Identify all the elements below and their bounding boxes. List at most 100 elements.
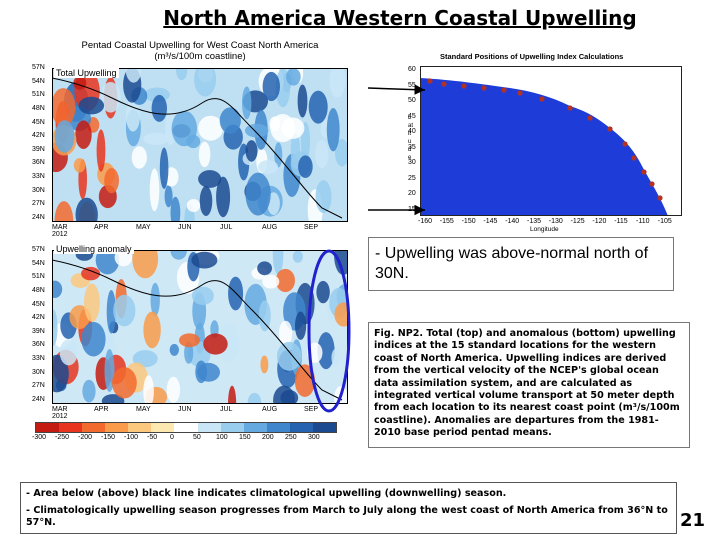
field-cell <box>96 129 106 172</box>
field-cell <box>298 155 313 178</box>
field-cell <box>143 132 169 145</box>
y-tick-label: 24N <box>32 396 45 403</box>
field-cell <box>132 250 159 279</box>
total-upwelling-panel <box>52 68 348 222</box>
station-marker <box>607 126 613 132</box>
y-tick-label: 39N <box>32 327 45 335</box>
field-cell <box>75 197 98 222</box>
map-y-tick: 60 <box>408 66 416 73</box>
field-cell <box>125 99 141 132</box>
field-cell <box>317 332 335 370</box>
colorbar-swatch <box>197 423 221 432</box>
field-cell <box>326 108 340 152</box>
colorbar-tick-label: 250 <box>285 434 297 441</box>
y-tick-label: 27N <box>32 200 45 208</box>
x-tick-label: SEP <box>304 224 319 231</box>
y-tick-label: 39N <box>32 145 45 153</box>
x-tick-label: MAR <box>52 406 68 413</box>
field-cell <box>258 160 279 174</box>
figure-caption: Fig. NP2. Total (top) and anomalous (bot… <box>374 328 680 439</box>
field-cell <box>295 311 307 340</box>
x-tick-label: MAR <box>52 224 68 231</box>
field-cell <box>106 290 116 334</box>
y-tick-label: 42N <box>32 314 45 322</box>
map-y-tick: 20 <box>408 190 416 197</box>
field-cell <box>272 250 284 275</box>
map-x-tick: -120 <box>592 218 607 225</box>
upwelling-anomaly-field <box>52 250 348 404</box>
x-tick-label: MAY <box>136 224 151 231</box>
map-y-tick: 30 <box>408 159 416 166</box>
field-cell <box>73 158 86 173</box>
map-x-tick: -140 <box>505 218 520 225</box>
colorbar-swatch <box>266 423 290 432</box>
slide-title: North America Western Coastal Upwelling <box>163 6 637 30</box>
field-cell <box>59 339 78 366</box>
field-cell <box>52 280 63 298</box>
station-marker <box>501 87 507 93</box>
total-upwelling-field <box>52 68 348 222</box>
x-tick-label: JUL <box>220 406 233 413</box>
station-marker <box>539 96 545 102</box>
field-cell <box>186 199 201 212</box>
note-line-1: - Area below (above) black line indicate… <box>26 488 507 499</box>
field-cell <box>81 321 106 357</box>
colorbar-tick-label: -150 <box>101 434 116 441</box>
map-x-tick: -130 <box>548 218 563 225</box>
station-marker <box>461 83 467 89</box>
map-title: Standard Positions of Upwelling Index Ca… <box>440 52 624 61</box>
field-cell <box>334 302 348 327</box>
x-tick-label: JUN <box>178 406 192 413</box>
field-cell <box>170 250 187 260</box>
upwelling-anomaly-panel <box>52 250 348 404</box>
map-plot <box>420 66 682 216</box>
station-marker <box>587 115 593 121</box>
station-marker <box>622 141 628 147</box>
map-x-tick: -125 <box>570 218 585 225</box>
x-tick-label: JUN <box>178 224 192 231</box>
field-cell <box>294 364 315 397</box>
map-x-tick: -155 <box>439 218 454 225</box>
field-cell <box>104 168 119 194</box>
colorbar-tick-label: -250 <box>55 434 70 441</box>
map-y-tick: 15 <box>408 205 416 213</box>
field-cell <box>228 385 237 404</box>
station-points <box>427 78 663 201</box>
field-cell <box>52 354 69 393</box>
field-cell <box>176 68 188 81</box>
colorbar-swatch <box>59 423 83 432</box>
station-marker <box>641 169 647 175</box>
field-cell <box>198 141 211 168</box>
figure-units: (m³/s/100m coastline) <box>154 51 246 62</box>
key-finding-text: - Upwelling was above-normal north of 30… <box>375 245 649 282</box>
colorbar <box>35 422 337 433</box>
station-marker <box>631 155 637 161</box>
figure-title: Pentad Coastal Upwelling for West Coast … <box>81 40 319 51</box>
x-tick-label: MAY <box>136 406 151 413</box>
field-cell <box>286 68 301 86</box>
field-cell <box>73 76 87 90</box>
y-tick-label: 54N <box>32 259 45 267</box>
field-cell <box>159 147 169 189</box>
field-cell <box>169 343 179 356</box>
field-cell <box>258 300 271 332</box>
colorbar-swatch <box>243 423 267 432</box>
field-cell <box>184 341 194 364</box>
key-finding-box: - Upwelling was above-normal north of 30… <box>368 237 674 291</box>
station-marker <box>567 105 573 111</box>
map-ylabel: Latitude <box>408 115 414 161</box>
x-tick-label: APR <box>94 224 109 231</box>
field-cell <box>275 268 295 293</box>
field-cell <box>219 323 240 362</box>
map-y-tick: 40 <box>408 128 416 135</box>
x-tick-label: AUG <box>262 406 278 413</box>
field-cell <box>315 140 329 169</box>
y-tick-label: 36N <box>32 159 45 167</box>
colorbar-swatch <box>289 423 313 432</box>
field-cell <box>245 172 271 216</box>
x-year-label: 2012 <box>52 413 68 420</box>
field-cell <box>81 266 101 281</box>
y-tick-label: 33N <box>32 173 45 181</box>
notes-box: - Area below (above) black line indicate… <box>20 482 677 534</box>
field-cell <box>150 282 160 317</box>
